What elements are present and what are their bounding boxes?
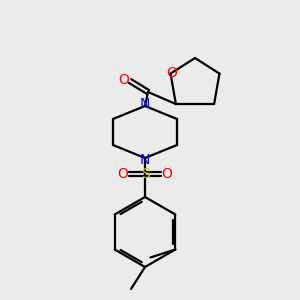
Text: O: O <box>118 167 128 181</box>
Text: N: N <box>140 153 150 167</box>
Text: O: O <box>162 167 172 181</box>
Text: O: O <box>166 66 177 80</box>
Text: S: S <box>141 167 149 181</box>
Text: O: O <box>118 73 129 87</box>
Text: N: N <box>140 97 150 111</box>
